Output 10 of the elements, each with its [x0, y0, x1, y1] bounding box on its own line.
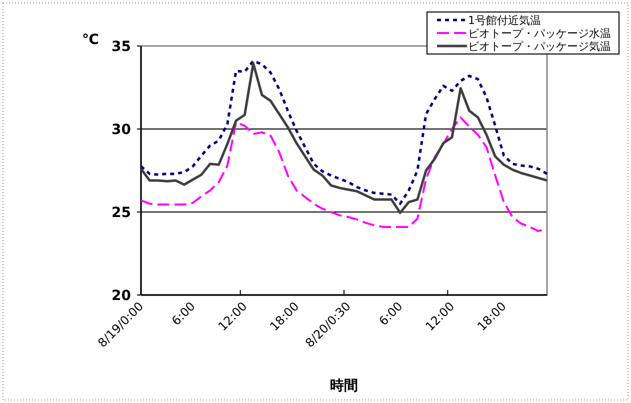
line-series	[140, 116, 548, 232]
y-tick-label: 30	[112, 122, 132, 138]
y-tick-label: 35	[112, 39, 131, 55]
legend-label: ビオトープ・パッケージ気温	[468, 40, 611, 53]
x-axis-title: 時間	[330, 378, 358, 394]
y-tick-label: 20	[112, 288, 132, 304]
legend-label: 1号館付近気温	[468, 14, 541, 27]
legend-label: ビオトープ・パッケージ水温	[468, 27, 611, 40]
y-tick-label: 25	[112, 205, 131, 221]
y-axis-title: ℃	[82, 32, 100, 48]
